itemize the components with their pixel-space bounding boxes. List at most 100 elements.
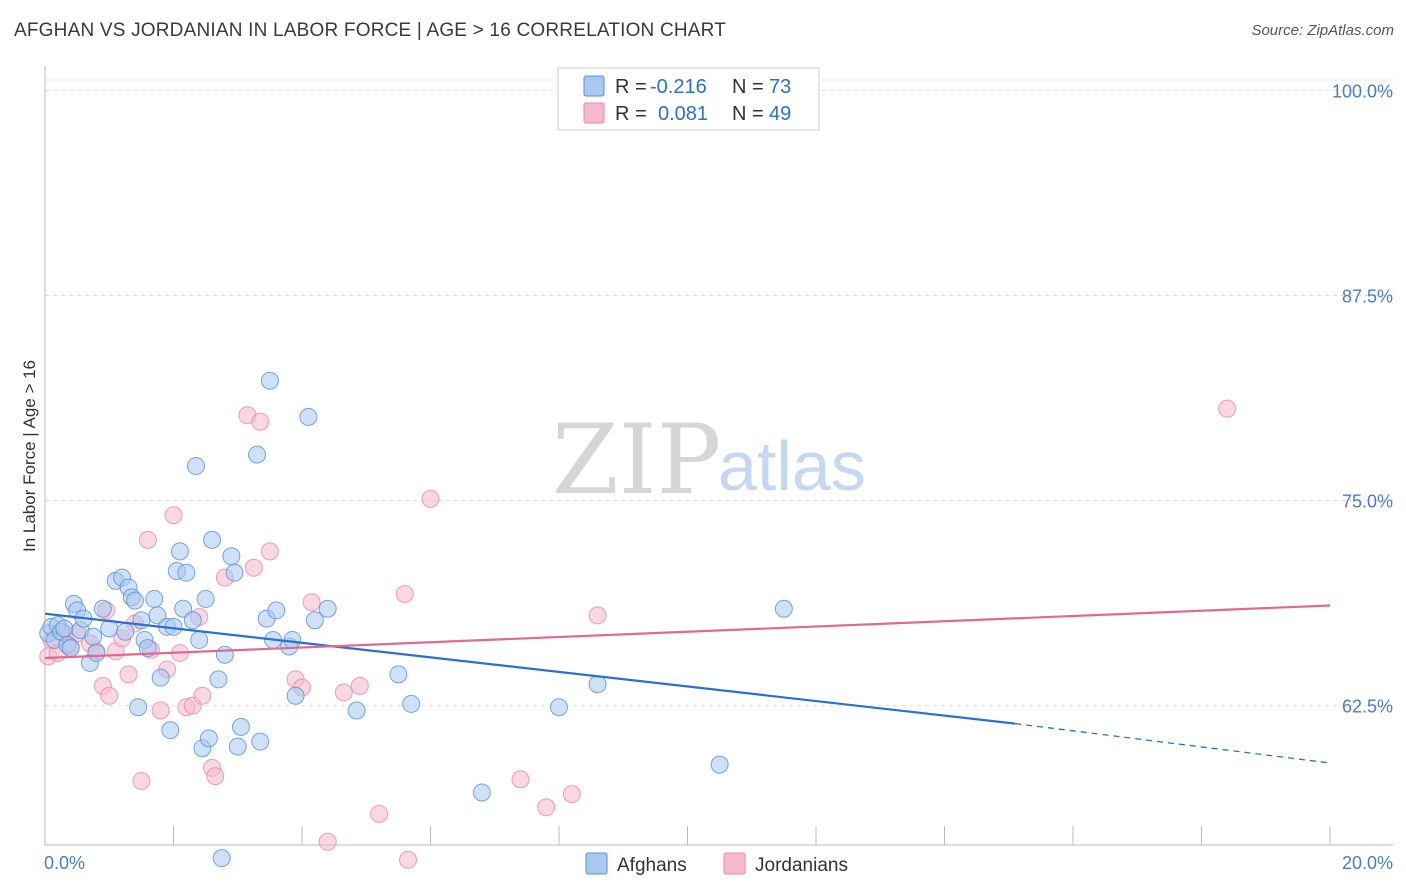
point-jordanians	[302, 593, 321, 612]
legend-r-label: R =	[615, 76, 647, 98]
point-afghans	[212, 849, 231, 868]
legend-n-value: 73	[769, 76, 791, 98]
point-jordanians	[588, 606, 607, 625]
axes	[44, 66, 1393, 846]
point-afghans	[228, 737, 247, 756]
point-jordanians	[260, 542, 279, 561]
point-afghans	[251, 732, 270, 751]
point-afghans	[299, 407, 318, 426]
point-jordanians	[395, 585, 414, 604]
legend-r-value: 0.081	[658, 103, 708, 125]
point-afghans	[472, 783, 491, 802]
point-afghans	[588, 675, 607, 694]
point-afghans	[55, 619, 74, 638]
point-jordanians	[151, 701, 170, 720]
point-jordanians	[138, 530, 157, 549]
point-afghans	[161, 721, 180, 740]
legend-r-value: -0.216	[650, 76, 707, 98]
point-afghans	[222, 547, 241, 566]
point-afghans	[138, 639, 157, 658]
bottom-legend-swatch-jordanians	[723, 852, 746, 875]
point-afghans	[402, 694, 421, 713]
bottom-legend: Afghans Jordanians	[585, 852, 848, 876]
legend-swatch-jordanians	[583, 102, 605, 124]
point-jordanians	[193, 686, 212, 705]
point-afghans	[170, 542, 189, 561]
point-afghans	[267, 601, 286, 620]
point-jordanians	[132, 772, 151, 791]
point-afghans	[148, 606, 167, 625]
point-jordanians	[370, 804, 389, 823]
legend-box: R = -0.216 N = 73 R = 0.081 N = 49	[557, 67, 820, 131]
point-afghans	[710, 755, 729, 774]
x-tick-label: 20.0%	[1342, 853, 1393, 873]
bottom-legend-swatch-afghans	[585, 852, 608, 875]
point-afghans	[199, 729, 218, 748]
point-jordanians	[164, 506, 183, 525]
y-tick-label: 87.5%	[1342, 286, 1393, 306]
point-afghans	[196, 589, 215, 608]
point-afghans	[209, 670, 228, 689]
y-tick-label: 100.0%	[1332, 81, 1393, 101]
point-jordanians	[537, 798, 556, 817]
point-afghans	[61, 639, 80, 658]
point-afghans	[186, 457, 205, 476]
point-afghans	[174, 599, 193, 618]
point-afghans	[190, 630, 209, 649]
y-tick-label: 62.5%	[1342, 697, 1393, 717]
point-afghans	[84, 627, 103, 646]
point-jordanians	[244, 558, 263, 577]
point-jordanians	[251, 412, 270, 431]
point-jordanians	[421, 489, 440, 508]
trendline-jordanians	[44, 604, 1331, 660]
point-afghans	[347, 701, 366, 720]
point-jordanians	[399, 850, 418, 869]
series-afghans	[39, 371, 793, 868]
x-tick-label: 0.0%	[44, 853, 85, 873]
point-afghans	[151, 668, 170, 687]
point-jordanians	[334, 683, 353, 702]
legend-n-value: 49	[769, 103, 791, 125]
point-afghans	[248, 445, 267, 464]
point-jordanians	[350, 676, 369, 695]
point-afghans	[286, 686, 305, 705]
point-afghans	[305, 611, 324, 630]
y-axis-label: In Labor Force | Age > 16	[20, 360, 39, 552]
point-afghans	[129, 698, 148, 717]
trendlines	[44, 604, 1331, 764]
point-afghans	[318, 599, 337, 618]
source-credit: Source: ZipAtlas.com	[1251, 22, 1394, 39]
point-afghans	[203, 530, 222, 549]
chart-title: AFGHAN VS JORDANIAN IN LABOR FORCE | AGE…	[14, 20, 727, 41]
point-afghans	[145, 589, 164, 608]
point-afghans	[260, 371, 279, 390]
tick-labels: 62.5% 75.0% 87.5% 100.0% 0.0% 20.0%	[44, 81, 1393, 873]
point-afghans	[177, 563, 196, 582]
point-jordanians	[562, 785, 581, 804]
trendline-afghans	[44, 612, 1016, 725]
bottom-legend-label-jordanians: Jordanians	[755, 855, 848, 876]
point-afghans	[87, 644, 106, 663]
y-tick-label: 75.0%	[1342, 492, 1393, 512]
point-afghans	[125, 591, 144, 610]
point-jordanians	[100, 686, 119, 705]
watermark-atlas: atlas	[718, 427, 866, 505]
point-afghans	[215, 645, 234, 664]
watermark-zip: ZIP	[552, 404, 721, 516]
point-afghans	[225, 563, 244, 582]
trendline-extension-afghans	[1015, 722, 1331, 764]
legend-swatch-afghans	[583, 75, 605, 97]
bottom-legend-label-afghans: Afghans	[617, 855, 687, 876]
point-afghans	[389, 665, 408, 684]
point-afghans	[93, 599, 112, 618]
point-jordanians	[511, 770, 530, 789]
point-jordanians	[1218, 399, 1237, 418]
legend-n-label: N =	[732, 103, 764, 125]
legend-r-label: R =	[615, 103, 647, 125]
point-afghans	[183, 611, 202, 630]
point-afghans	[550, 698, 568, 717]
point-jordanians	[206, 767, 225, 786]
point-afghans	[231, 717, 250, 736]
point-jordanians	[119, 665, 138, 684]
